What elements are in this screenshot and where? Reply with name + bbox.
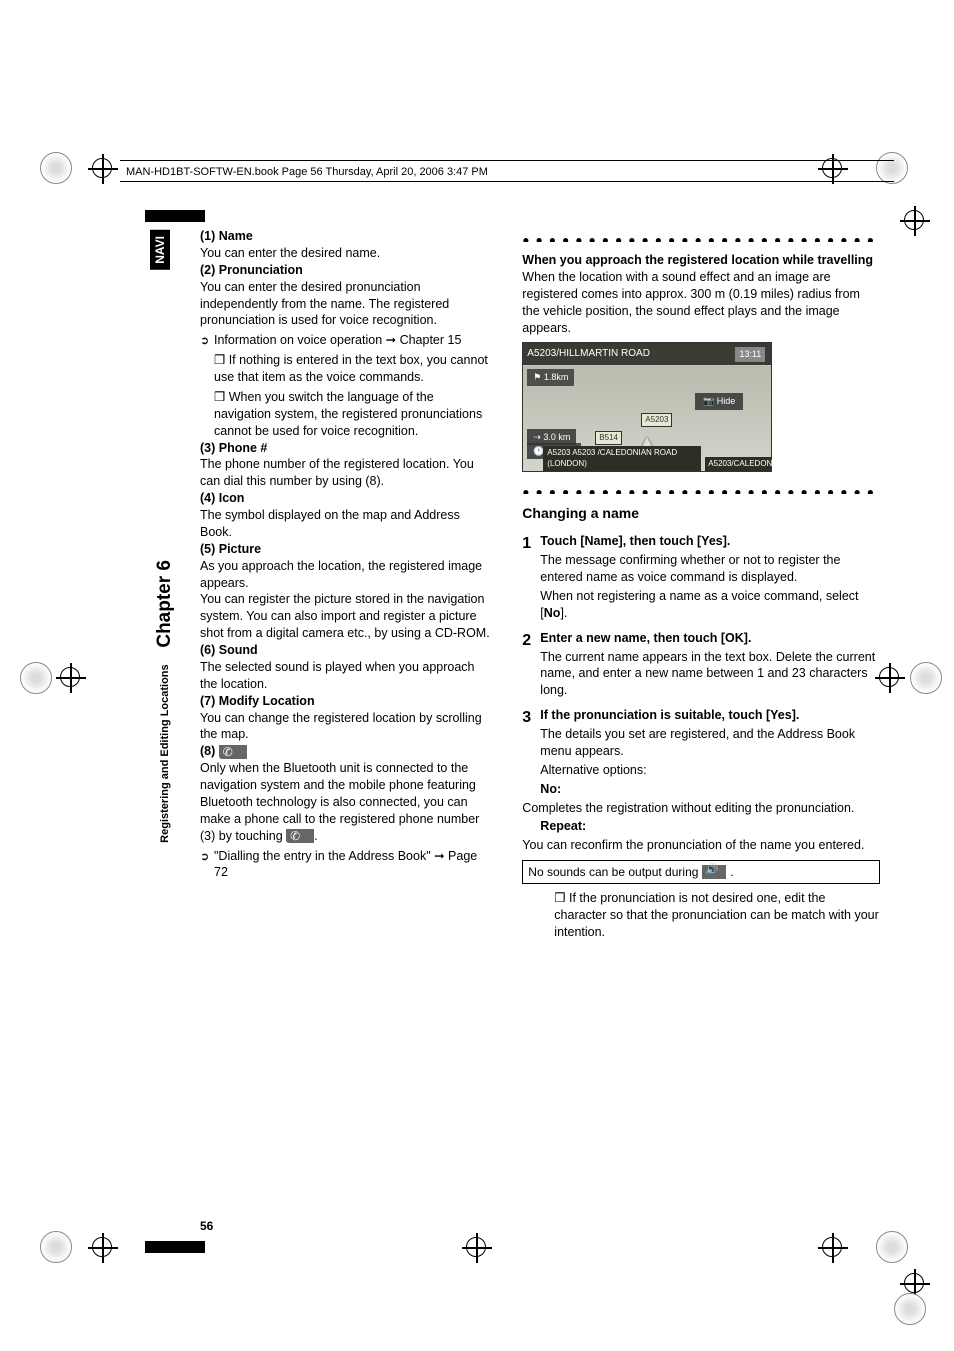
left-column: (1) Name You can enter the desired name.… (200, 228, 492, 941)
step3-alt: Alternative options: (540, 762, 880, 779)
step-number: 3 (522, 707, 540, 941)
reg-target (910, 662, 942, 694)
reg-target (20, 662, 52, 694)
item3-desc: The phone number of the registered locat… (200, 457, 474, 488)
step2-title: Enter a new name, then touch [OK]. (540, 630, 880, 647)
step2-desc: The current name appears in the text box… (540, 649, 880, 700)
map-clock: 13:11 (735, 347, 765, 361)
map-dist: ⚑ 1.8km (527, 369, 574, 385)
reg-target (40, 152, 72, 184)
item8-title: (8) (200, 744, 215, 758)
reg-cross (904, 210, 924, 230)
item2-note1: ❒ If nothing is entered in the text box,… (200, 352, 492, 386)
map-hide-button: 📷 Hide (695, 393, 743, 409)
side-tabs: NAVI (150, 230, 174, 270)
pronunciation-edit-note: If the pronunciation is not desired one,… (554, 891, 879, 939)
map-shield: A5203 (641, 413, 672, 428)
step1-title: Touch [Name], then touch [Yes]. (540, 533, 880, 550)
opt-repeat-desc: You can reconfirm the pronunciation of t… (522, 837, 880, 854)
item2-ref: Information on voice operation ➞ Chapter… (214, 333, 461, 347)
item7-title: (7) Modify Location (200, 694, 315, 708)
item7-desc: You can change the registered location b… (200, 711, 482, 742)
changing-name-heading: Changing a name (522, 504, 880, 523)
side-chapter-label: Registering and Editing Locations Chapte… (154, 560, 176, 843)
reg-cross (92, 1237, 112, 1257)
header-rule: MAN-HD1BT-SOFTW-EN.book Page 56 Thursday… (120, 160, 894, 182)
item6-desc: The selected sound is played when you ap… (200, 660, 475, 691)
step-number: 1 (522, 533, 540, 621)
side-section: Registering and Editing Locations (159, 664, 171, 842)
approach-title: When you approach the registered locatio… (522, 253, 873, 267)
map-shield: B514 (595, 431, 622, 446)
side-chapter: Chapter 6 (154, 560, 175, 648)
crop-bar-bottom (145, 1241, 205, 1253)
item5-title: (5) Picture (200, 542, 261, 556)
opt-no-title: No: (540, 782, 561, 796)
page-number: 56 (200, 1219, 213, 1233)
map-road-bottom: A5203 A5203 /CALEDONIAN ROAD (LONDON) (543, 446, 701, 472)
item1-title: (1) Name (200, 229, 253, 243)
item1-desc: You can enter the desired name. (200, 246, 380, 260)
item2-note2: ❒ When you switch the language of the na… (200, 389, 492, 440)
sound-note-box: No sounds can be output during . (522, 860, 880, 884)
reg-cross (466, 1237, 486, 1257)
opt-no-desc: Completes the registration without editi… (522, 800, 880, 817)
item5-desc1: As you approach the location, the regist… (200, 559, 482, 590)
step-2: 2 Enter a new name, then touch [OK]. The… (522, 630, 880, 700)
item8-desc: Only when the Bluetooth unit is connecte… (200, 761, 479, 843)
right-column: ●●●●●●●●●●●●●●●●●●●●●●●●●●● When you app… (522, 228, 880, 941)
section-separator: ●●●●●●●●●●●●●●●●●●●●●●●●●●● (522, 484, 880, 494)
header-text: MAN-HD1BT-SOFTW-EN.book Page 56 Thursday… (120, 166, 488, 178)
reg-cross (879, 667, 899, 687)
tab-navi: NAVI (150, 230, 170, 270)
item6-title: (6) Sound (200, 643, 258, 657)
map-road-top: A5203/HILLMARTIN ROAD (527, 348, 650, 359)
approach-desc: When the location with a sound effect an… (522, 270, 860, 335)
map-screenshot: A5203/HILLMARTIN ROAD 13:11 ⚑ 1.8km 📷 Hi… (522, 342, 772, 472)
item4-title: (4) Icon (200, 491, 244, 505)
step3-title: If the pronunciation is suitable, touch … (540, 707, 880, 724)
step-number: 2 (522, 630, 540, 700)
reg-target (894, 1293, 926, 1325)
step1-desc: The message confirming whether or not to… (540, 552, 880, 586)
step-1: 1 Touch [Name], then touch [Yes]. The me… (522, 533, 880, 621)
content-columns: (1) Name You can enter the desired name.… (200, 228, 880, 941)
item5-desc2: You can register the picture stored in t… (200, 592, 490, 640)
reg-target (40, 1231, 72, 1263)
section-separator: ●●●●●●●●●●●●●●●●●●●●●●●●●●● (522, 232, 880, 242)
item8-ref: "Dialling the entry in the Address Book"… (214, 849, 477, 880)
step-3: 3 If the pronunciation is suitable, touc… (522, 707, 880, 941)
dial-icon (286, 829, 314, 843)
crop-bar-top (145, 210, 205, 222)
step3-desc: The details you set are registered, and … (540, 726, 880, 760)
item4-desc: The symbol displayed on the map and Addr… (200, 508, 460, 539)
item2-desc: You can enter the desired pronunciation … (200, 280, 449, 328)
tts-icon (702, 865, 726, 879)
opt-repeat-title: Repeat: (540, 819, 586, 833)
item2-title: (2) Pronunciation (200, 263, 303, 277)
item3-title: (3) Phone # (200, 441, 267, 455)
reg-cross (822, 1237, 842, 1257)
reg-cross (60, 667, 80, 687)
reg-target (876, 1231, 908, 1263)
dial-icon (219, 745, 247, 759)
step1-desc2: When not registering a name as a voice c… (540, 588, 880, 622)
reg-cross (92, 158, 112, 178)
map-road-bottom2: A5203/CALEDONIAN (705, 457, 771, 472)
reg-cross (904, 1273, 924, 1293)
